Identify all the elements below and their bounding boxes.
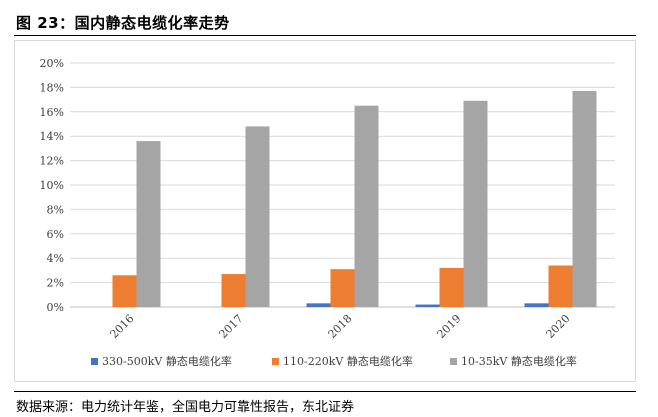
y-tick-label: 20%: [40, 57, 64, 70]
bar: [548, 265, 573, 307]
bar: [245, 126, 270, 307]
bar-chart: 0% 2% 4% 6% 8% 10% 12% 14% 16% 18% 20% 2016 2017 2018…: [40, 57, 615, 368]
bar: [330, 269, 355, 307]
legend-label: 330-500kV 静态电缆化率: [102, 354, 232, 368]
bar: [354, 105, 379, 307]
x-tick-label: 2018: [326, 312, 355, 341]
chart-frame: 0% 2% 4% 6% 8% 10% 12% 14% 16% 18% 20% 2016 2017 2018…: [14, 40, 636, 382]
x-tick-label: 2016: [108, 312, 137, 341]
figure-header: 图 23：国内静态电缆化率走势: [14, 10, 636, 36]
figure-source: 数据来源：电力统计年鉴，全国电力可靠性报告，东北证券: [16, 400, 355, 415]
y-tick-label: 16%: [40, 106, 64, 119]
y-tick-label: 14%: [40, 130, 64, 143]
y-tick-label: 12%: [40, 155, 64, 168]
bar: [112, 275, 137, 307]
legend-swatch: [91, 358, 98, 365]
bar: [572, 91, 597, 307]
bar: [463, 100, 488, 307]
bar: [306, 303, 331, 307]
x-tick-label: 2017: [217, 312, 246, 341]
bar: [524, 303, 549, 307]
y-tick-label: 6%: [47, 228, 64, 241]
y-tick-label: 4%: [47, 252, 64, 265]
x-tick-label: 2019: [435, 312, 464, 341]
bar: [221, 274, 246, 307]
y-tick-label: 0%: [47, 301, 64, 314]
legend-swatch: [450, 358, 457, 365]
legend-label: 10-35kV 静态电缆化率: [461, 354, 577, 368]
y-tick-label: 2%: [47, 277, 64, 290]
bar: [136, 141, 161, 307]
y-tick-label: 10%: [40, 179, 64, 192]
legend-label: 110-220kV 静态电缆化率: [283, 354, 413, 368]
bar: [439, 267, 464, 307]
legend-swatch: [272, 358, 279, 365]
y-tick-label: 18%: [40, 81, 64, 94]
y-tick-label: 8%: [47, 203, 64, 216]
bar: [415, 304, 440, 307]
figure-footer-rule: [14, 391, 636, 393]
figure-title: 图 23：国内静态电缆化率走势: [16, 14, 230, 32]
x-tick-label: 2020: [544, 312, 573, 341]
